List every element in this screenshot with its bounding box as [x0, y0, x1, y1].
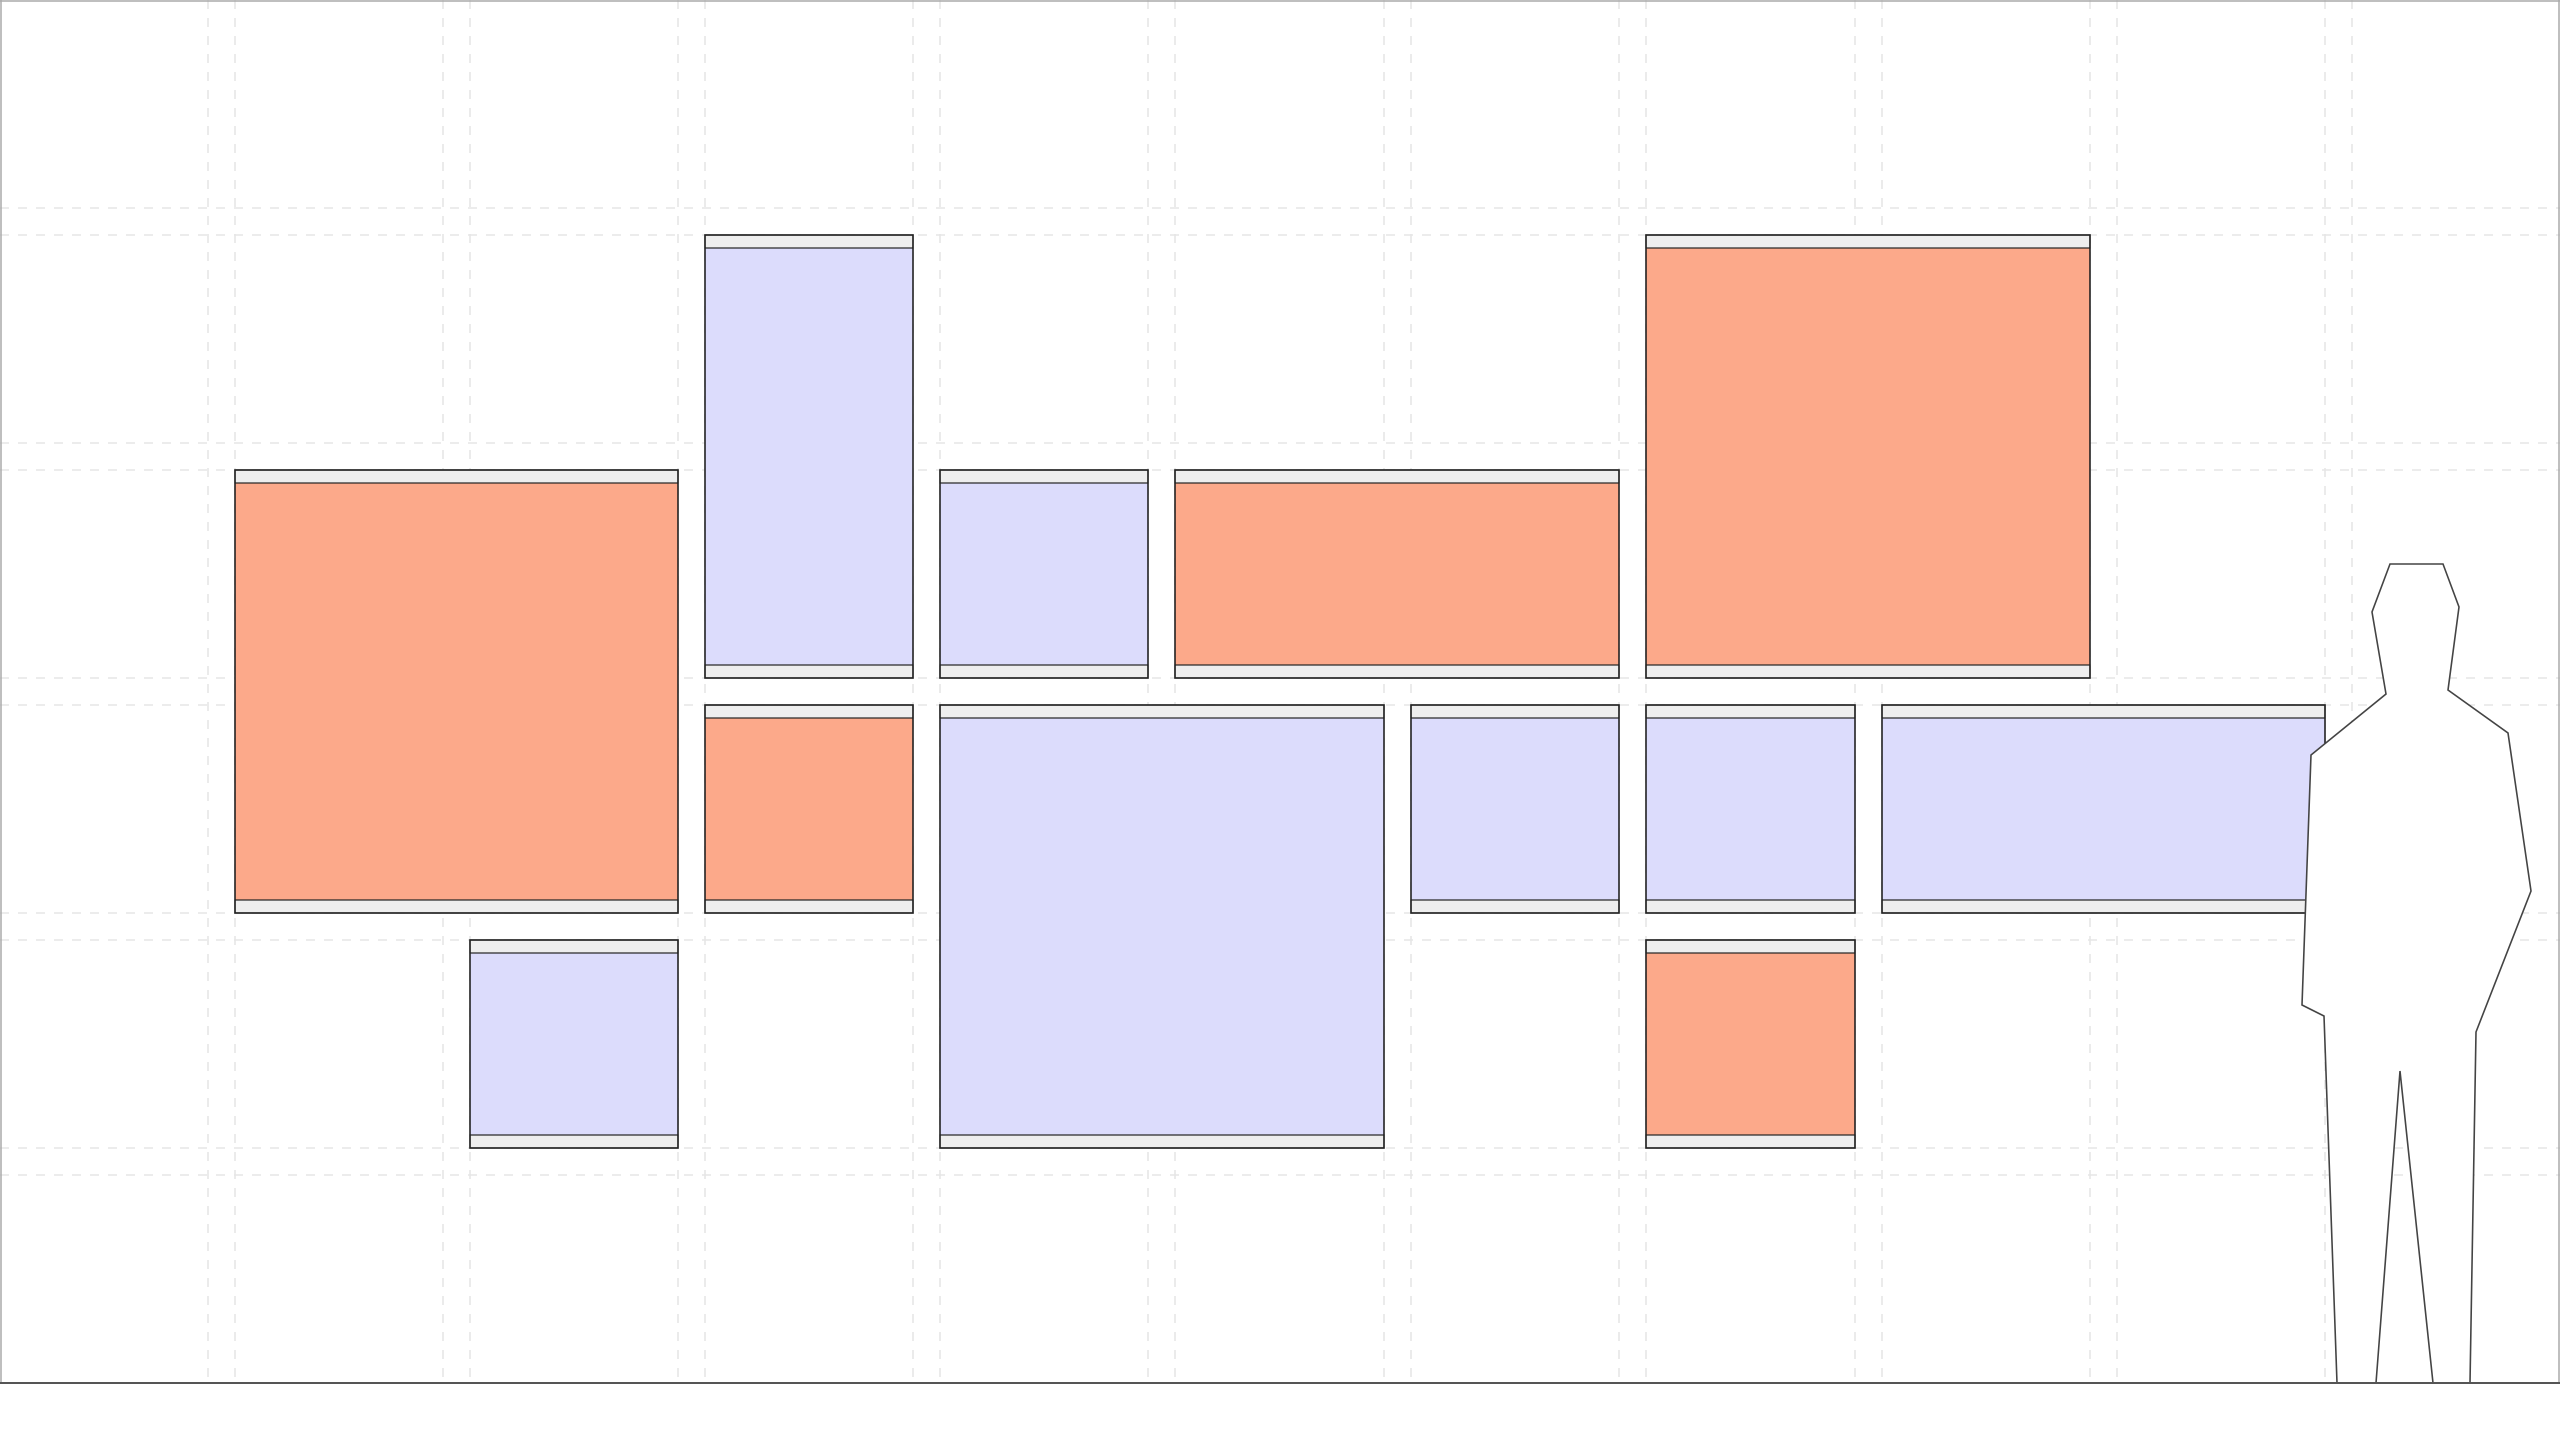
panel-top-rail [1645, 234, 2091, 249]
panel-outline [1645, 234, 2091, 679]
panel-salmon [1645, 939, 1856, 1149]
panel-salmon [704, 704, 914, 914]
panel-fill [1646, 940, 1855, 1148]
panel-top-rail [939, 469, 1149, 484]
panel-bottom-rail [939, 1134, 1385, 1149]
panel-bottom-rail [1174, 664, 1620, 679]
panel-lavender [704, 234, 914, 679]
panel-salmon [1645, 234, 2091, 679]
panel-fill [940, 470, 1148, 678]
panel-lavender [1645, 704, 1856, 914]
panel-fill [470, 940, 678, 1148]
panel-bottom-rail [704, 899, 914, 914]
panel-bottom-rail [234, 899, 679, 914]
panel-top-rail [1645, 939, 1856, 954]
panel-bottom-rail [704, 664, 914, 679]
panel-top-rail [1174, 469, 1620, 484]
panel-lavender [939, 704, 1385, 1149]
panel-fill [235, 470, 678, 913]
panel-fill [1411, 705, 1619, 913]
panel-outline [704, 234, 914, 679]
panel-bottom-rail [1645, 899, 1856, 914]
panel-top-rail [704, 234, 914, 249]
panel-bottom-rail [1645, 664, 2091, 679]
panel-bottom-rail [1645, 1134, 1856, 1149]
panel-top-rail [469, 939, 679, 954]
panel-outline [469, 939, 679, 1149]
panel-bottom-rail [1410, 899, 1620, 914]
panel-fill [1646, 705, 1855, 913]
panel-outline [704, 704, 914, 914]
panel-fill [1646, 235, 2090, 678]
panel-bottom-rail [1881, 899, 2326, 914]
panel-top-rail [939, 704, 1385, 719]
panel-fill [940, 705, 1384, 1148]
person-silhouette-icon [2301, 563, 2532, 1384]
panel-fill [1175, 470, 1619, 678]
panel-outline [234, 469, 679, 914]
panel-outline [1174, 469, 1620, 679]
panel-bottom-rail [469, 1134, 679, 1149]
panel-top-rail [1881, 704, 2326, 719]
panel-outline [939, 469, 1149, 679]
panel-outline [939, 704, 1385, 1149]
panel-bottom-rail [939, 664, 1149, 679]
panel-salmon [1174, 469, 1620, 679]
panel-salmon [234, 469, 679, 914]
panel-lavender [469, 939, 679, 1149]
panel-lavender [939, 469, 1149, 679]
panel-lavender [1410, 704, 1620, 914]
panel-fill [705, 235, 913, 678]
panel-top-rail [704, 704, 914, 719]
panel-fill [705, 705, 913, 913]
panel-top-rail [1410, 704, 1620, 719]
panel-fill [1882, 705, 2325, 913]
panel-layout [234, 234, 2326, 1149]
panel-top-rail [234, 469, 679, 484]
panel-lavender [1881, 704, 2326, 914]
panel-outline [1645, 939, 1856, 1149]
panel-outline [1645, 704, 1856, 914]
panel-top-rail [1645, 704, 1856, 719]
panel-outline [1410, 704, 1620, 914]
